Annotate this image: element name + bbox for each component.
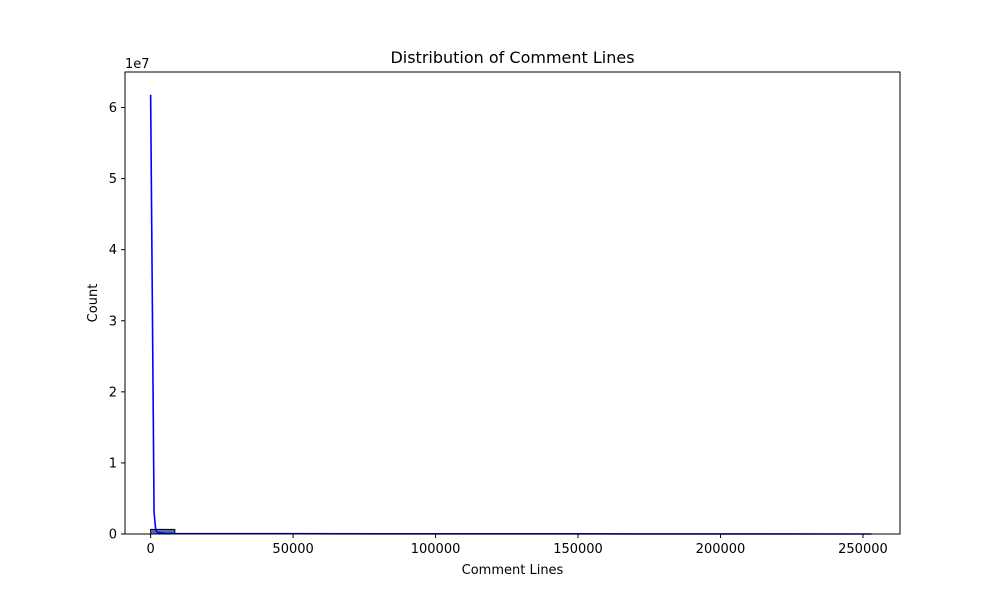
y-tick-label: 6 xyxy=(109,101,117,116)
y-axis-ticks: 0 1 2 3 4 5 6 xyxy=(109,101,125,543)
y-tick-label: 2 xyxy=(109,385,117,400)
x-axis-label: Comment Lines xyxy=(462,563,564,578)
y-axis-offset-label: 1e7 xyxy=(125,57,150,72)
x-axis-ticks: 0 50000 100000 150000 200000 250000 xyxy=(147,534,888,557)
plot-elements xyxy=(149,94,872,535)
x-tick-label: 50000 xyxy=(272,542,313,557)
plot-frame xyxy=(124,71,901,535)
kde-line xyxy=(149,94,872,535)
x-tick-label: 200000 xyxy=(696,542,746,557)
x-tick-label: 100000 xyxy=(411,542,461,557)
y-tick-label: 0 xyxy=(109,528,117,543)
y-tick-label: 5 xyxy=(109,172,117,187)
x-tick-label: 0 xyxy=(147,542,155,557)
x-tick-label: 150000 xyxy=(553,542,603,557)
chart-title: Distribution of Comment Lines xyxy=(390,48,634,67)
y-tick-label: 3 xyxy=(109,314,117,329)
x-tick-label: 250000 xyxy=(838,542,888,557)
y-tick-label: 4 xyxy=(109,243,117,258)
y-axis-label: Count xyxy=(86,284,101,323)
y-tick-label: 1 xyxy=(109,456,117,471)
